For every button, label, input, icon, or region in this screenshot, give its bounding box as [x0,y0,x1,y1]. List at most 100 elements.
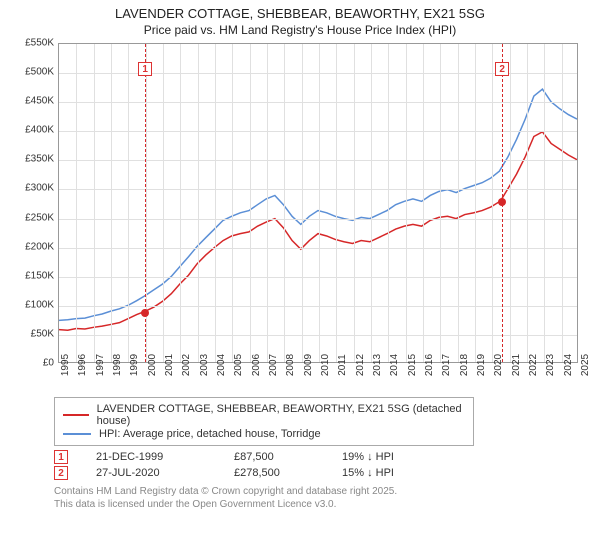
gridline-h [59,335,577,336]
x-axis-label: 2023 [543,354,556,376]
y-axis-label: £100K [10,299,54,310]
legend-item: HPI: Average price, detached house, Torr… [63,428,465,440]
x-axis-label: 2020 [491,354,504,376]
x-axis-label: 2003 [197,354,210,376]
sales-table: 1 21-DEC-1999 £87,500 19% ↓ HPI 2 27-JUL-2020… [54,450,590,480]
gridline-v [267,44,268,362]
y-axis-label: £550K [10,38,54,49]
sale-price: £87,500 [234,451,314,463]
x-axis-label: 2006 [249,354,262,376]
sale-row-marker: 2 [54,466,68,480]
x-axis-label: 1999 [127,354,140,376]
gridline-v [388,44,389,362]
gridline-v [527,44,528,362]
x-axis-label: 2021 [509,354,522,376]
gridline-v [544,44,545,362]
legend-item: LAVENDER COTTAGE, SHEBBEAR, BEAWORTHY, E… [63,403,465,427]
sale-row-marker: 1 [54,450,68,464]
y-axis-label: £500K [10,67,54,78]
gridline-h [59,248,577,249]
gridline-v [76,44,77,362]
x-axis-label: 2017 [439,354,452,376]
x-axis-label: 1996 [75,354,88,376]
sale-price: £278,500 [234,467,314,479]
sale-delta: 19% ↓ HPI [342,451,394,463]
gridline-v [250,44,251,362]
chart-subtitle: Price paid vs. HM Land Registry's House … [10,23,590,37]
x-axis-label: 2016 [422,354,435,376]
legend-label: HPI: Average price, detached house, Torr… [99,428,321,440]
gridline-h [59,277,577,278]
x-axis-label: 2008 [283,354,296,376]
x-axis-label: 1997 [93,354,106,376]
gridline-h [59,102,577,103]
y-axis-label: £450K [10,96,54,107]
plot-area: 12 [58,43,578,363]
gridline-h [59,306,577,307]
gridline-v [111,44,112,362]
x-axis-label: 2000 [145,354,158,376]
sale-row: 1 21-DEC-1999 £87,500 19% ↓ HPI [54,450,590,464]
chart-container: LAVENDER COTTAGE, SHEBBEAR, BEAWORTHY, E… [0,0,600,515]
y-axis-label: £250K [10,212,54,223]
x-axis-label: 2009 [301,354,314,376]
x-axis-label: 2004 [214,354,227,376]
gridline-v [215,44,216,362]
gridline-v [440,44,441,362]
legend: LAVENDER COTTAGE, SHEBBEAR, BEAWORTHY, E… [54,397,474,446]
gridline-v [302,44,303,362]
x-axis-label: 2015 [405,354,418,376]
sale-marker-dot [141,309,149,317]
gridline-h [59,160,577,161]
gridline-v [406,44,407,362]
x-axis-label: 2018 [457,354,470,376]
x-axis-label: 2007 [266,354,279,376]
gridline-v [371,44,372,362]
sale-date: 21-DEC-1999 [96,451,206,463]
gridline-v [284,44,285,362]
x-axis-label: 2012 [353,354,366,376]
attribution-line: This data is licensed under the Open Gov… [54,499,590,512]
sale-marker-number: 2 [495,62,509,76]
gridline-v [198,44,199,362]
gridline-v [163,44,164,362]
gridline-v [458,44,459,362]
chart-area: 12 £0£50K£100K£150K£200K£250K£300K£350K£… [10,43,590,393]
y-axis-label: £150K [10,270,54,281]
sale-marker-number: 1 [138,62,152,76]
gridline-v [94,44,95,362]
x-axis-label: 2019 [474,354,487,376]
chart-title: LAVENDER COTTAGE, SHEBBEAR, BEAWORTHY, E… [10,6,590,21]
sale-marker-dot [498,198,506,206]
legend-swatch [63,414,89,416]
x-axis-label: 1998 [110,354,123,376]
x-axis-label: 2025 [578,354,591,376]
sale-delta: 15% ↓ HPI [342,467,394,479]
gridline-v [423,44,424,362]
gridline-v [492,44,493,362]
y-axis-label: £200K [10,241,54,252]
gridline-v [319,44,320,362]
sale-date: 27-JUL-2020 [96,467,206,479]
sale-row: 2 27-JUL-2020 £278,500 15% ↓ HPI [54,466,590,480]
gridline-h [59,131,577,132]
x-axis-label: 1995 [58,354,71,376]
gridline-v [475,44,476,362]
y-axis-label: £0 [10,358,54,369]
x-axis-label: 2013 [370,354,383,376]
gridline-v [232,44,233,362]
gridline-v [354,44,355,362]
gridline-h [59,189,577,190]
x-axis-label: 2001 [162,354,175,376]
x-axis-label: 2005 [231,354,244,376]
gridline-v [510,44,511,362]
x-axis-label: 2011 [335,354,348,376]
gridline-h [59,219,577,220]
y-axis-label: £400K [10,125,54,136]
attribution-line: Contains HM Land Registry data © Crown c… [54,486,590,499]
x-axis-label: 2014 [387,354,400,376]
legend-swatch [63,433,91,435]
attribution: Contains HM Land Registry data © Crown c… [54,486,590,511]
gridline-v [128,44,129,362]
x-axis-label: 2002 [179,354,192,376]
